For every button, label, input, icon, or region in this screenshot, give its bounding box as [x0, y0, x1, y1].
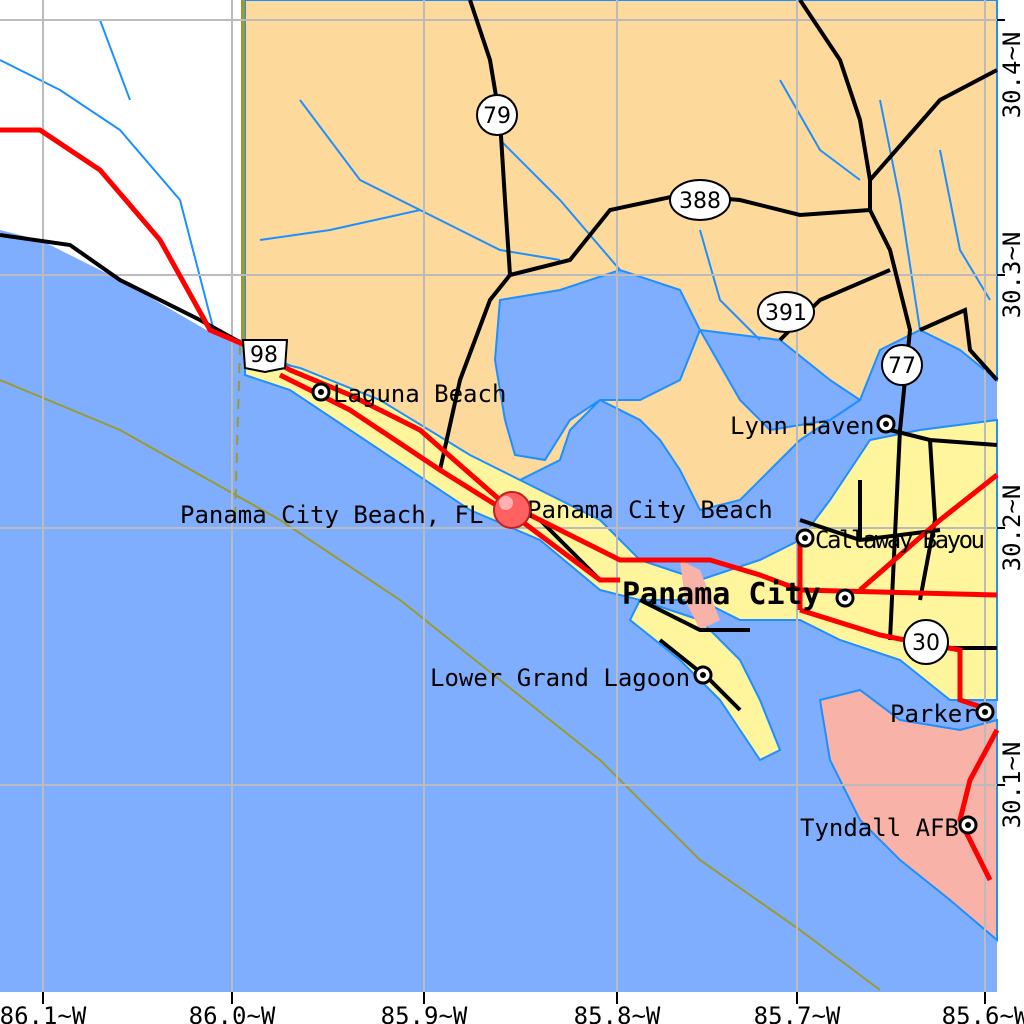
- place-callaway-bayou[interactable]: Callaway Bayou: [795, 526, 985, 554]
- latitude-label: 30.2~N: [998, 485, 1024, 572]
- place-label: Laguna Beach: [333, 380, 506, 408]
- tyndall-afb-area: [818, 688, 998, 943]
- place-label: Callaway Bayou: [815, 526, 985, 554]
- highway-shield-77: 77: [881, 344, 923, 386]
- shield-label: 79: [483, 104, 511, 129]
- shield-label: 388: [679, 189, 721, 214]
- shield-label: 77: [888, 354, 916, 379]
- longitude-label: 85.9~W: [381, 1002, 468, 1024]
- place-panama-city-beach[interactable]: Panama City Beach: [527, 496, 773, 524]
- place-panama-city[interactable]: Panama City: [622, 577, 855, 612]
- latitude-label: 30.4~N: [998, 32, 1024, 119]
- longitude-label: 85.7~W: [754, 1002, 841, 1024]
- place-lynn-haven[interactable]: Lynn Haven: [730, 412, 896, 440]
- unmapped-area: [0, 0, 245, 340]
- shield-label: 98: [250, 343, 278, 368]
- place-label: Lower Grand Lagoon: [430, 664, 690, 692]
- marker-label: Panama City Beach, FL: [180, 501, 483, 529]
- highway-shield-79: 79: [476, 94, 518, 136]
- place-label: Lynn Haven: [730, 412, 875, 440]
- military-strip: [680, 560, 720, 630]
- place-label: Panama City Beach: [527, 496, 773, 524]
- longitude-label: 85.6~W: [942, 1002, 1024, 1024]
- location-marker-icon: [493, 491, 531, 529]
- place-lower-grand-lagoon[interactable]: Lower Grand Lagoon: [430, 664, 713, 692]
- rivers: [0, 19, 991, 341]
- north-bay: [698, 328, 862, 432]
- shield-label: 391: [765, 301, 807, 326]
- latitude-label: 30.1~N: [998, 742, 1024, 829]
- highway-shield-98: 98: [241, 339, 289, 374]
- longitude-label: 86.0~W: [189, 1002, 276, 1024]
- shield-label: 30: [912, 631, 940, 656]
- highway-shield-388: 388: [669, 179, 731, 221]
- place-label: Tyndall AFB: [800, 814, 959, 842]
- place-laguna-beach[interactable]: Laguna Beach: [311, 380, 506, 408]
- latitude-label: 30.3~N: [998, 232, 1024, 319]
- county-line-water: [234, 344, 241, 521]
- place-tyndall-afb[interactable]: Tyndall AFB: [800, 814, 978, 842]
- place-label: Panama City: [622, 577, 821, 612]
- longitude-label: 85.8~W: [574, 1002, 661, 1024]
- highway-shield-30: 30: [903, 619, 949, 665]
- location-marker[interactable]: Panama City Beach, FL: [180, 491, 531, 529]
- axis-ticks: [42, 19, 1005, 1004]
- highways: [0, 127, 1000, 882]
- place-label: Parker: [890, 700, 977, 728]
- graticule: [0, 0, 997, 992]
- boundary-line: [0, 379, 881, 991]
- longitude-label: 86.1~W: [0, 1002, 87, 1024]
- west-bay: [493, 268, 702, 462]
- marker-highlight: [499, 496, 513, 510]
- highway-shield-391: 391: [757, 291, 815, 333]
- place-parker[interactable]: Parker: [890, 700, 995, 728]
